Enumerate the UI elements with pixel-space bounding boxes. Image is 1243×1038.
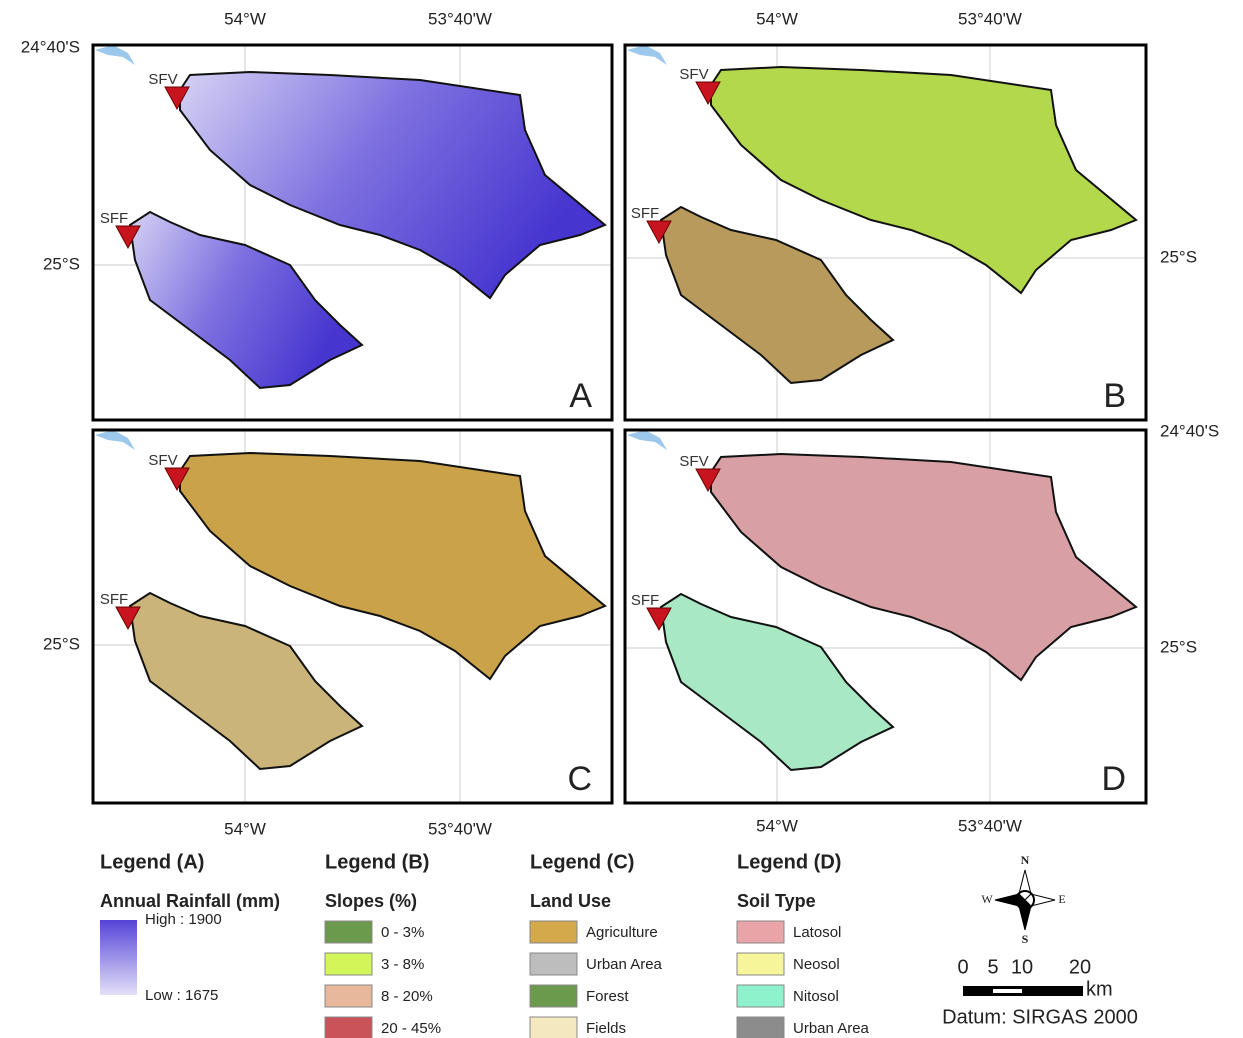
station-label: SFF xyxy=(631,592,659,609)
legend-swatch xyxy=(530,985,577,1007)
latitude-label: 25°S xyxy=(43,254,80,273)
legend-heading: Legend (C) xyxy=(530,851,634,873)
legend-label: Agriculture xyxy=(586,924,658,941)
legend-title: Slopes (%) xyxy=(325,891,417,911)
latitude-label: 25°S xyxy=(43,634,80,653)
legend-label: Latosol xyxy=(793,924,841,941)
compass-n: N xyxy=(1021,853,1030,867)
legend-swatch xyxy=(325,921,372,943)
station-label: SFF xyxy=(100,591,128,608)
legend-label: 8 - 20% xyxy=(381,988,433,1005)
map-panel: SFV SFF D xyxy=(625,430,1146,803)
longitude-label: 54°W xyxy=(224,9,266,28)
legend-swatch xyxy=(737,1017,784,1038)
legend-swatch xyxy=(737,985,784,1007)
legend-title: Annual Rainfall (mm) xyxy=(100,891,280,911)
latitude-label: 25°S xyxy=(1160,247,1197,266)
compass: N S W E xyxy=(981,853,1065,946)
datum: Datum: SIRGAS 2000 xyxy=(942,1006,1138,1028)
scale-unit: km xyxy=(1086,978,1113,1000)
legend-label: 20 - 45% xyxy=(381,1020,441,1037)
legend-label: Forest xyxy=(586,988,629,1005)
map-panel: SFV SFF C xyxy=(93,430,612,803)
scale-label: 20 xyxy=(1069,956,1091,978)
legend-ramp xyxy=(100,920,137,995)
station-label: SFV xyxy=(148,452,177,469)
latitude-label: 24°40'S xyxy=(1160,421,1219,440)
legend-swatch xyxy=(530,921,577,943)
compass-s: S xyxy=(1022,932,1029,946)
legend-swatch xyxy=(325,1017,372,1038)
panel-letter: C xyxy=(567,760,592,798)
longitude-label: 54°W xyxy=(224,819,266,838)
legend-low: Low : 1675 xyxy=(145,987,218,1004)
legend-swatch xyxy=(530,953,577,975)
scale-label: 10 xyxy=(1011,956,1033,978)
legend-label: Urban Area xyxy=(586,956,663,973)
legend-label: Urban Area xyxy=(793,1020,870,1037)
station-label: SFF xyxy=(631,205,659,222)
latitude-label: 24°40'S xyxy=(21,37,80,56)
legend-label: Neosol xyxy=(793,956,840,973)
longitude-label: 54°W xyxy=(756,9,798,28)
legend-high: High : 1900 xyxy=(145,911,222,928)
map-panel: SFV SFF B xyxy=(625,45,1146,420)
panel-letter: D xyxy=(1101,760,1126,798)
legend-label: 3 - 8% xyxy=(381,956,424,973)
station-label: SFV xyxy=(148,71,177,88)
station-label: SFF xyxy=(100,210,128,227)
legend-label: 0 - 3% xyxy=(381,924,424,941)
longitude-label: 53°40'W xyxy=(958,9,1022,28)
longitude-label: 54°W xyxy=(756,816,798,835)
legend-swatch xyxy=(737,953,784,975)
legend-swatch xyxy=(530,1017,577,1038)
longitude-label: 53°40'W xyxy=(428,819,492,838)
panel-letter: A xyxy=(569,377,592,415)
legend-heading: Legend (B) xyxy=(325,851,429,873)
legend-swatch xyxy=(737,921,784,943)
figure: N S W E 0 5 10 20 km Datum: SIRGAS 2000 … xyxy=(0,0,1243,1038)
legend-label: Nitosol xyxy=(793,988,839,1005)
legend-heading: Legend (A) xyxy=(100,851,204,873)
scale-label: 0 xyxy=(957,956,968,978)
longitude-label: 53°40'W xyxy=(958,816,1022,835)
compass-w: W xyxy=(981,892,993,906)
station-label: SFV xyxy=(679,453,708,470)
legend-title: Soil Type xyxy=(737,891,816,911)
legend-label: Fields xyxy=(586,1020,626,1037)
legend-heading: Legend (D) xyxy=(737,851,841,873)
legend-title: Land Use xyxy=(530,891,611,911)
map-panel: SFV SFF A xyxy=(93,45,612,420)
legend-swatch xyxy=(325,985,372,1007)
scale-bar: 0 5 10 20 km Datum: SIRGAS 2000 xyxy=(942,956,1138,1028)
station-label: SFV xyxy=(679,66,708,83)
panel-letter: B xyxy=(1103,377,1126,415)
compass-e: E xyxy=(1058,892,1065,906)
latitude-label: 25°S xyxy=(1160,637,1197,656)
scale-label: 5 xyxy=(987,956,998,978)
longitude-label: 53°40'W xyxy=(428,9,492,28)
legend-swatch xyxy=(325,953,372,975)
